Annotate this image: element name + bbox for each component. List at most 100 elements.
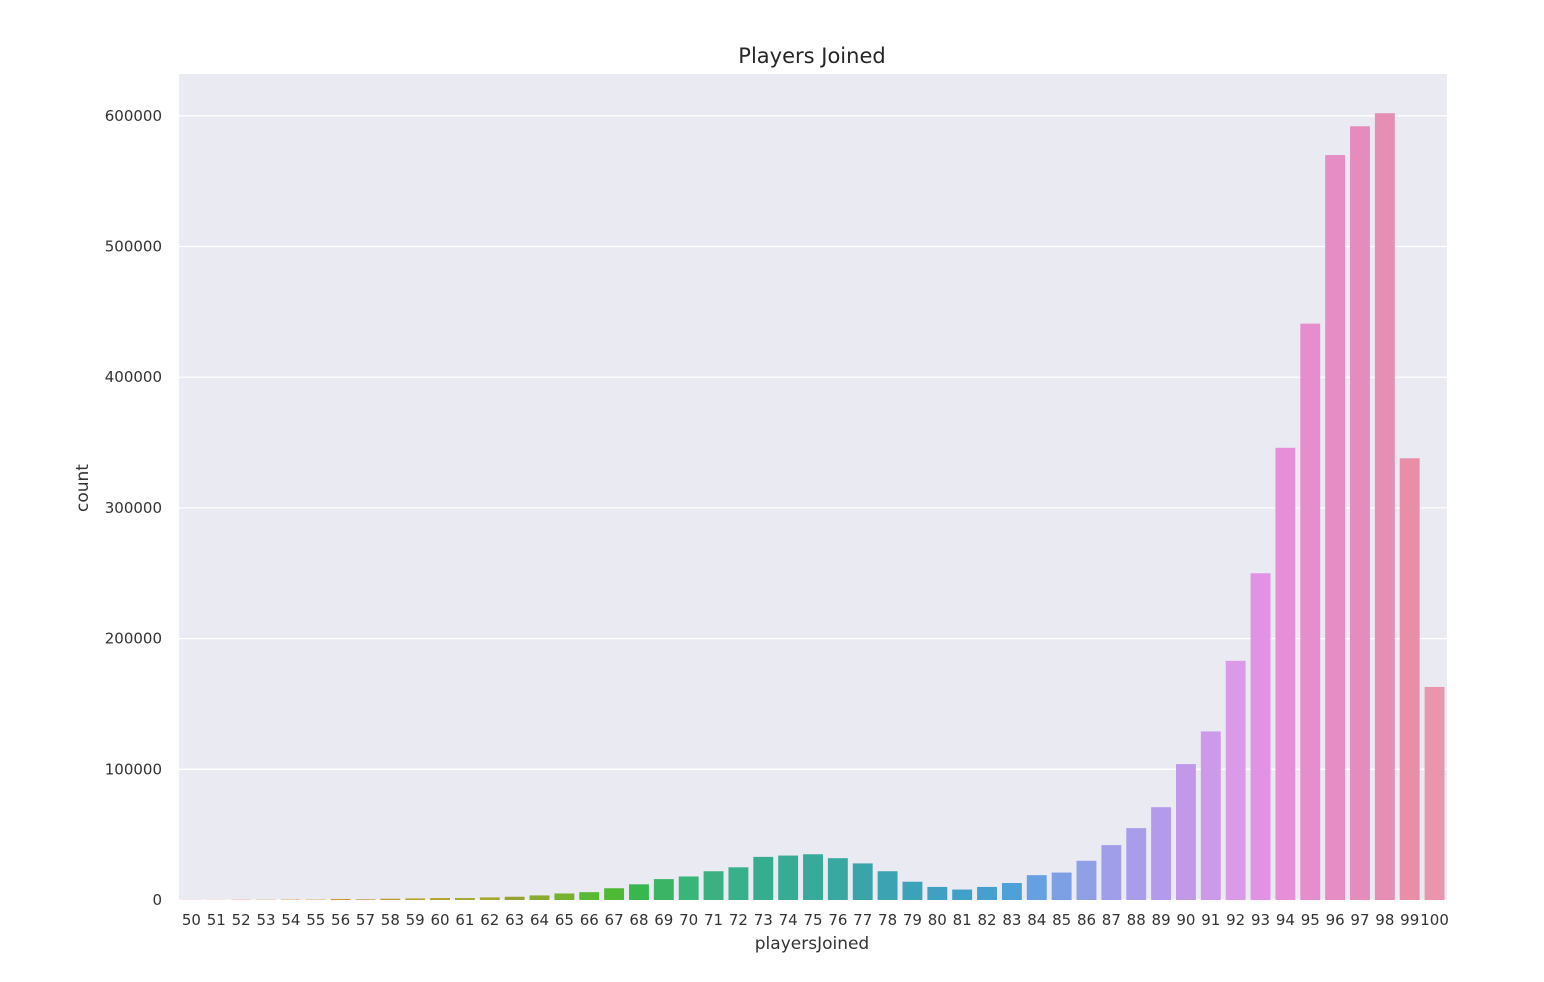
bar-94 xyxy=(1275,447,1296,900)
y-tick-label: 600000 xyxy=(105,107,162,125)
x-tick-label: 70 xyxy=(679,911,698,929)
x-tick-label: 67 xyxy=(605,911,624,929)
bar-82 xyxy=(977,886,997,900)
x-tick-label: 79 xyxy=(903,911,922,929)
bar-89 xyxy=(1151,807,1172,900)
x-tick-label: 58 xyxy=(381,911,400,929)
bar-58 xyxy=(380,898,401,900)
x-tick-label: 89 xyxy=(1152,911,1171,929)
y-tick-label: 0 xyxy=(152,891,162,909)
x-tick-label: 51 xyxy=(207,911,226,929)
bar-76 xyxy=(827,858,848,900)
bar-86 xyxy=(1076,860,1097,900)
bar-79 xyxy=(902,881,923,900)
bar-87 xyxy=(1101,845,1122,900)
bar-99 xyxy=(1399,458,1420,900)
x-tick-label: 80 xyxy=(928,911,947,929)
x-tick-label: 86 xyxy=(1077,911,1096,929)
x-tick-label: 83 xyxy=(1002,911,1021,929)
x-tick-label: 92 xyxy=(1226,911,1245,929)
bar-100 xyxy=(1424,686,1445,900)
bar-92 xyxy=(1225,660,1246,900)
x-tick-label: 87 xyxy=(1102,911,1121,929)
bar-77 xyxy=(852,863,873,900)
x-tick-label: 66 xyxy=(580,911,599,929)
x-tick-label: 65 xyxy=(555,911,574,929)
x-tick-label: 64 xyxy=(530,911,549,929)
y-tick-label: 400000 xyxy=(105,368,162,386)
bar-88 xyxy=(1126,828,1147,900)
x-tick-label: 91 xyxy=(1201,911,1220,929)
bar-80 xyxy=(927,886,948,900)
bar-57 xyxy=(355,899,376,900)
x-tick-label: 75 xyxy=(803,911,822,929)
bar-63 xyxy=(504,896,525,900)
x-tick-label: 60 xyxy=(431,911,450,929)
x-tick-label: 99 xyxy=(1400,911,1419,929)
bar-81 xyxy=(952,889,973,900)
x-axis-label: playersJoined xyxy=(755,934,869,954)
x-tick-label: 71 xyxy=(704,911,723,929)
x-tick-label: 81 xyxy=(953,911,972,929)
x-tick-label: 62 xyxy=(480,911,499,929)
bar-71 xyxy=(703,871,724,900)
x-tick-label: 96 xyxy=(1326,911,1345,929)
x-tick-label: 50 xyxy=(182,911,201,929)
chart-title: Players Joined xyxy=(738,44,885,68)
bar-90 xyxy=(1175,764,1196,900)
bar-85 xyxy=(1051,872,1072,900)
x-tick-label: 61 xyxy=(455,911,474,929)
bar-78 xyxy=(877,871,898,900)
x-tick-label: 93 xyxy=(1251,911,1270,929)
x-tick-labels: 50 51 52 53 54 55 56 57 58 59 60 61 62 63 64 65 66 67 68 69… xyxy=(182,911,1449,929)
y-tick-label: 200000 xyxy=(105,630,162,648)
x-tick-label: 59 xyxy=(406,911,425,929)
x-tick-label: 73 xyxy=(754,911,773,929)
x-tick-label: 88 xyxy=(1127,911,1146,929)
bar-96 xyxy=(1325,155,1346,901)
bar-59 xyxy=(405,898,426,900)
x-tick-label: 72 xyxy=(729,911,748,929)
bar-73 xyxy=(753,856,774,900)
x-tick-label: 100 xyxy=(1420,911,1449,929)
bar-64 xyxy=(529,895,550,900)
bar-66 xyxy=(579,892,600,900)
x-tick-label: 57 xyxy=(356,911,375,929)
bar-69 xyxy=(653,879,674,900)
bar-95 xyxy=(1300,323,1321,900)
x-tick-label: 77 xyxy=(853,911,872,929)
y-axis-label: count xyxy=(73,464,93,512)
x-tick-label: 76 xyxy=(828,911,847,929)
bar-74 xyxy=(778,855,799,900)
x-tick-label: 85 xyxy=(1052,911,1071,929)
x-tick-label: 68 xyxy=(629,911,648,929)
x-tick-label: 55 xyxy=(306,911,325,929)
bar-97 xyxy=(1350,126,1370,900)
x-tick-label: 95 xyxy=(1301,911,1320,929)
x-tick-label: 53 xyxy=(256,911,275,929)
y-tick-labels: 0 100000 200000 300000 400000 500000 600000 xyxy=(105,107,162,909)
bars xyxy=(181,113,1445,901)
x-tick-label: 90 xyxy=(1176,911,1195,929)
bar-72 xyxy=(728,867,749,900)
y-tick-label: 100000 xyxy=(105,760,162,778)
x-tick-label: 78 xyxy=(878,911,897,929)
bar-56 xyxy=(330,898,351,900)
y-tick-label: 300000 xyxy=(105,499,162,517)
bar-84 xyxy=(1026,875,1047,900)
x-tick-label: 54 xyxy=(281,911,300,929)
bar-98 xyxy=(1374,113,1395,900)
bar-68 xyxy=(629,884,649,900)
bar-65 xyxy=(554,893,575,900)
bar-83 xyxy=(1001,883,1022,900)
x-tick-label: 56 xyxy=(331,911,350,929)
x-tick-label: 82 xyxy=(977,911,996,929)
bar-67 xyxy=(604,888,625,900)
bar-70 xyxy=(678,876,699,900)
x-tick-label: 52 xyxy=(232,911,251,929)
x-tick-label: 94 xyxy=(1276,911,1295,929)
x-tick-label: 69 xyxy=(654,911,673,929)
x-tick-label: 74 xyxy=(779,911,798,929)
